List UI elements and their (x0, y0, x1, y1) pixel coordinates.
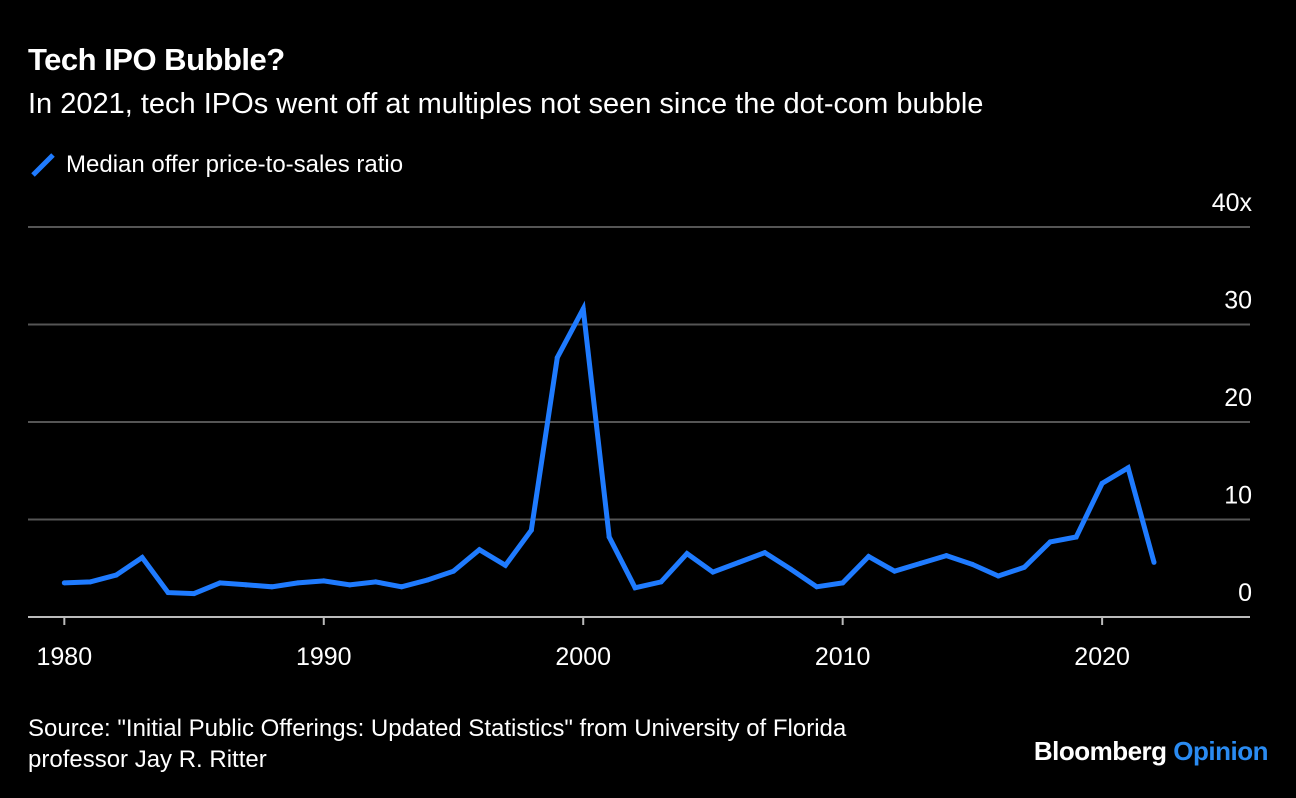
data-point-2018 (1047, 539, 1053, 545)
source-line-1: Source: "Initial Public Offerings: Updat… (28, 715, 847, 742)
data-point-1990 (321, 578, 327, 584)
series-line (64, 300, 1157, 597)
data-point-2005 (710, 569, 716, 575)
data-point-2014 (943, 553, 949, 559)
data-point-2008 (788, 566, 794, 572)
data-point-1995 (450, 568, 456, 574)
x-tick-label: 2010 (815, 643, 871, 671)
data-point-2013 (918, 560, 924, 566)
data-point-1998 (528, 527, 534, 533)
data-point-2019 (1073, 534, 1079, 540)
data-point-1984 (165, 590, 171, 596)
brand-name: Bloomberg (1033, 736, 1167, 766)
data-point-2015 (969, 561, 975, 567)
brand-logo: Bloomberg Opinion (1033, 736, 1269, 767)
x-tick-label: 2000 (555, 643, 611, 671)
data-point-2004 (684, 551, 690, 557)
data-point-2006 (736, 559, 742, 565)
data-point-1999 (554, 355, 560, 361)
data-point-1981 (87, 579, 93, 585)
source-note: Source: "Initial Public Offerings: Updat… (28, 713, 1028, 775)
data-point-2007 (762, 550, 768, 556)
y-tick-label: 30 (1224, 287, 1252, 315)
data-point-1983 (139, 555, 145, 561)
x-tick-label: 2020 (1074, 643, 1130, 671)
source-line-2: professor Jay R. Ritter (28, 746, 267, 773)
chart-subtitle: In 2021, tech IPOs went off at multiples… (28, 88, 984, 120)
data-point-2012 (892, 568, 898, 574)
data-point-2016 (995, 573, 1001, 579)
data-point-2011 (866, 554, 872, 560)
legend-line-icon (31, 153, 55, 177)
y-tick-label: 20 (1224, 384, 1252, 412)
data-point-1993 (399, 584, 405, 590)
x-tick-label: 1990 (296, 643, 352, 671)
brand-accent: Opinion (1173, 736, 1268, 766)
y-tick-label: 10 (1224, 482, 1252, 510)
data-point-2022 (1151, 559, 1157, 565)
data-point-2010 (840, 580, 846, 586)
data-point-1997 (502, 562, 508, 568)
y-tick-label: 0 (1238, 579, 1252, 607)
data-point-2020 (1099, 480, 1105, 486)
data-point-1980 (61, 580, 67, 586)
chart-title: Tech IPO Bubble? (28, 42, 285, 77)
data-point-2002 (632, 585, 638, 591)
data-point-1996 (476, 547, 482, 553)
x-tick-label: 1980 (37, 643, 93, 671)
data-point-1994 (425, 577, 431, 583)
data-point-1991 (347, 582, 353, 588)
y-tick-label: 40x (1212, 189, 1253, 217)
data-point-1992 (373, 579, 379, 585)
data-point-2017 (1021, 564, 1027, 570)
data-point-1987 (243, 582, 249, 588)
data-point-2009 (814, 584, 820, 590)
data-point-1982 (113, 572, 119, 578)
data-point-2000 (580, 306, 586, 312)
data-point-1988 (269, 584, 275, 590)
data-point-1986 (217, 580, 223, 586)
data-point-2003 (658, 579, 664, 585)
legend: Median offer price-to-sales ratio (28, 148, 403, 182)
data-point-1985 (191, 591, 197, 597)
data-point-2021 (1125, 465, 1131, 471)
legend-label: Median offer price-to-sales ratio (66, 151, 404, 178)
data-point-2001 (606, 534, 612, 540)
data-point-1989 (295, 580, 301, 586)
